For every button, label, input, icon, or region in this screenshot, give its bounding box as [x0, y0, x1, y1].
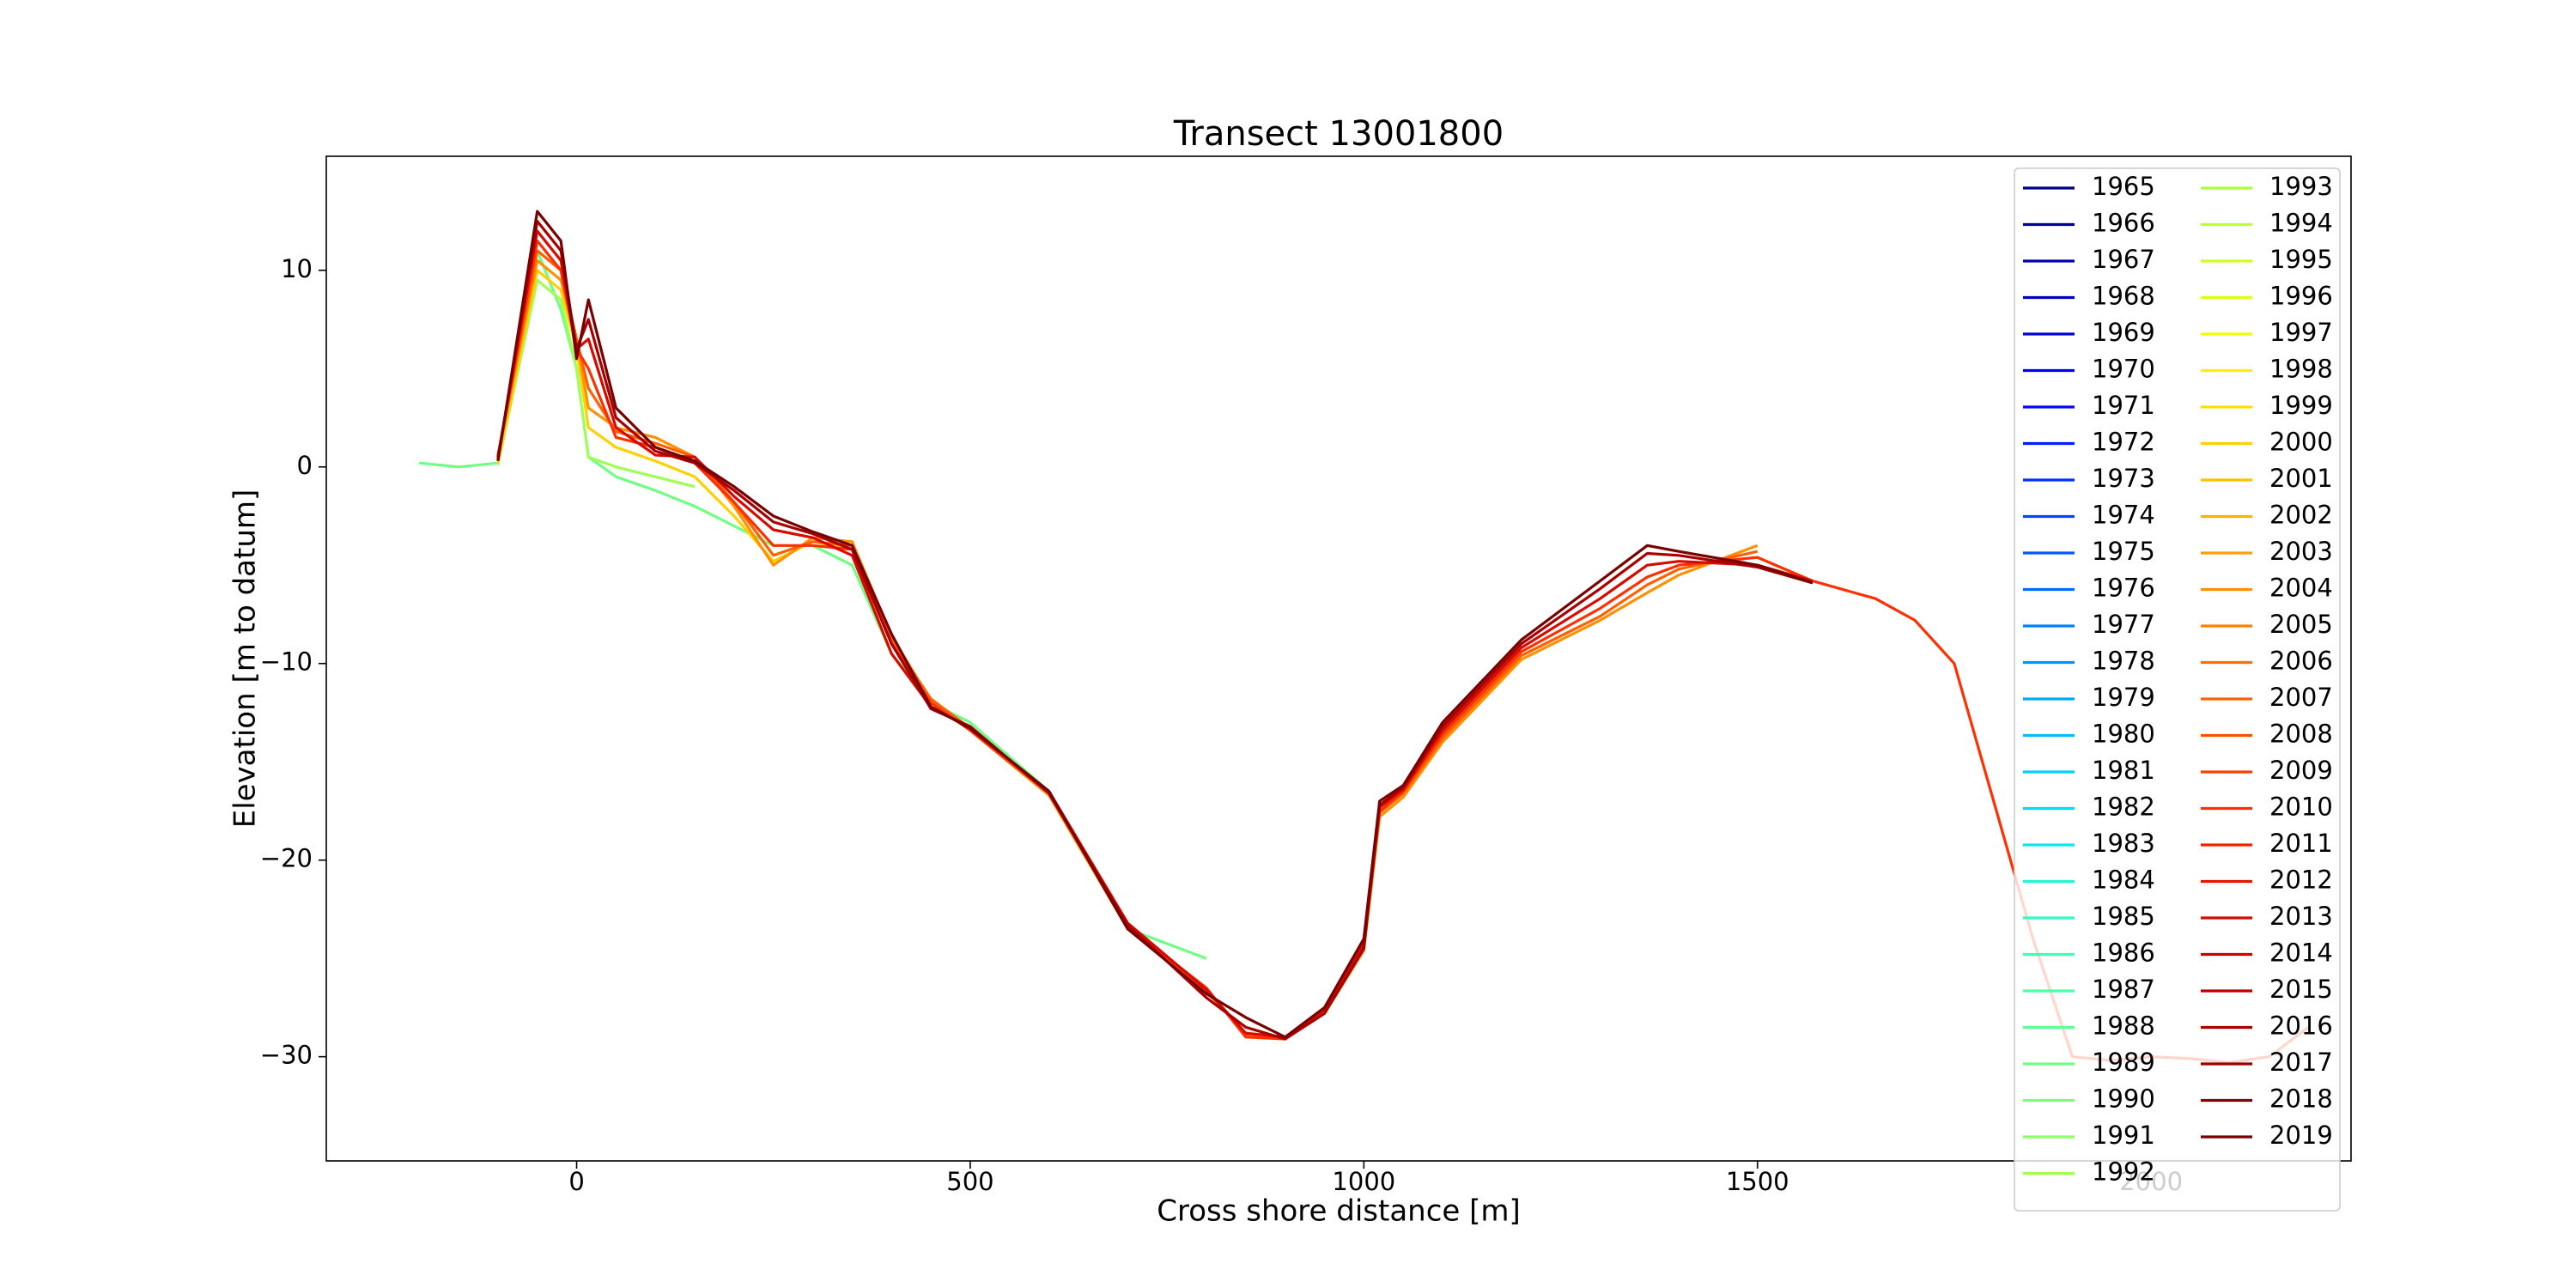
- axes-frame: [325, 155, 2352, 1162]
- legend-label: 1972: [2092, 428, 2155, 457]
- legend-label: 1970: [2092, 355, 2155, 384]
- y-axis-label: Elevation [m to datum]: [228, 489, 263, 829]
- x-tick-label: 500: [946, 1167, 993, 1196]
- y-tick-label: −10: [260, 647, 313, 677]
- legend-label: 2000: [2269, 428, 2333, 457]
- legend-label: 1965: [2092, 172, 2155, 201]
- legend-label: 1973: [2092, 464, 2155, 493]
- data-line: [496, 210, 1814, 1039]
- legend-label: 2001: [2269, 464, 2333, 493]
- legend-label: 1987: [2092, 975, 2155, 1004]
- legend-label: 1976: [2092, 574, 2155, 603]
- legend-label: 1980: [2092, 720, 2155, 749]
- legend-label: 2011: [2269, 829, 2333, 858]
- legend-label: 1979: [2092, 683, 2155, 712]
- legend-label: 2007: [2269, 683, 2333, 712]
- legend-box: [2014, 167, 2341, 1212]
- x-tick-label: 1500: [1726, 1167, 1789, 1196]
- legend-label: 1982: [2092, 793, 2155, 822]
- legend-label: 1983: [2092, 829, 2155, 858]
- legend-label: 1992: [2092, 1157, 2155, 1187]
- legend-label: 2008: [2269, 720, 2333, 749]
- legend-label: 1981: [2092, 756, 2155, 785]
- legend-label: 1993: [2269, 172, 2333, 201]
- legend-label: 1989: [2092, 1048, 2155, 1077]
- legend-label: 1968: [2092, 282, 2155, 311]
- legend-label: 1975: [2092, 537, 2155, 566]
- legend-label: 2004: [2269, 574, 2333, 603]
- legend-label: 1971: [2092, 391, 2155, 420]
- legend-label: 1969: [2092, 318, 2155, 347]
- legend-label: 2005: [2269, 610, 2333, 639]
- legend-label: 2015: [2269, 975, 2333, 1004]
- legend-label: 1974: [2092, 501, 2155, 530]
- legend-label: 1998: [2269, 355, 2333, 384]
- x-tick-label: 1000: [1332, 1167, 1395, 1196]
- y-tick-label: 0: [297, 451, 313, 480]
- legend-label: 2003: [2269, 537, 2333, 566]
- legend-label: 1966: [2092, 209, 2155, 238]
- legend-label: 1990: [2092, 1084, 2155, 1114]
- data-line: [496, 278, 696, 489]
- legend-label: 1994: [2269, 209, 2333, 238]
- data-line: [496, 269, 853, 563]
- legend-label: 1999: [2269, 391, 2333, 420]
- legend-label: 2012: [2269, 866, 2333, 895]
- legend-label: 2009: [2269, 756, 2333, 785]
- legend-label: 2006: [2269, 647, 2333, 676]
- legend-label: 1978: [2092, 647, 2155, 676]
- legend-label: 1985: [2092, 902, 2155, 931]
- legend-label: 2002: [2269, 501, 2333, 530]
- legend-label: 2017: [2269, 1048, 2333, 1077]
- legend-label: 2010: [2269, 793, 2333, 822]
- chart-title: Transect 13001800: [1173, 114, 1504, 154]
- legend-label: 1986: [2092, 939, 2155, 968]
- legend-label: 1996: [2269, 282, 2333, 311]
- legend-label: 1967: [2092, 245, 2155, 274]
- legend-label: 2013: [2269, 902, 2333, 931]
- legend-label: 1995: [2269, 245, 2333, 274]
- y-tick-label: 10: [281, 254, 313, 283]
- x-axis-label: Cross shore distance [m]: [1157, 1194, 1521, 1229]
- legend-label: 1991: [2092, 1121, 2155, 1150]
- data-line: [419, 249, 1207, 960]
- legend-label: 1988: [2092, 1012, 2155, 1041]
- legend-label: 2016: [2269, 1012, 2333, 1041]
- legend-label: 1997: [2269, 318, 2333, 347]
- legend-label: 2014: [2269, 939, 2333, 968]
- legend-label: 2019: [2269, 1121, 2333, 1150]
- x-tick-label: 0: [568, 1167, 584, 1196]
- y-tick-label: −30: [260, 1041, 313, 1070]
- y-tick-label: −20: [260, 844, 313, 873]
- legend-label: 1984: [2092, 866, 2155, 895]
- legend-label: 2018: [2269, 1084, 2333, 1114]
- legend-label: 1977: [2092, 610, 2155, 639]
